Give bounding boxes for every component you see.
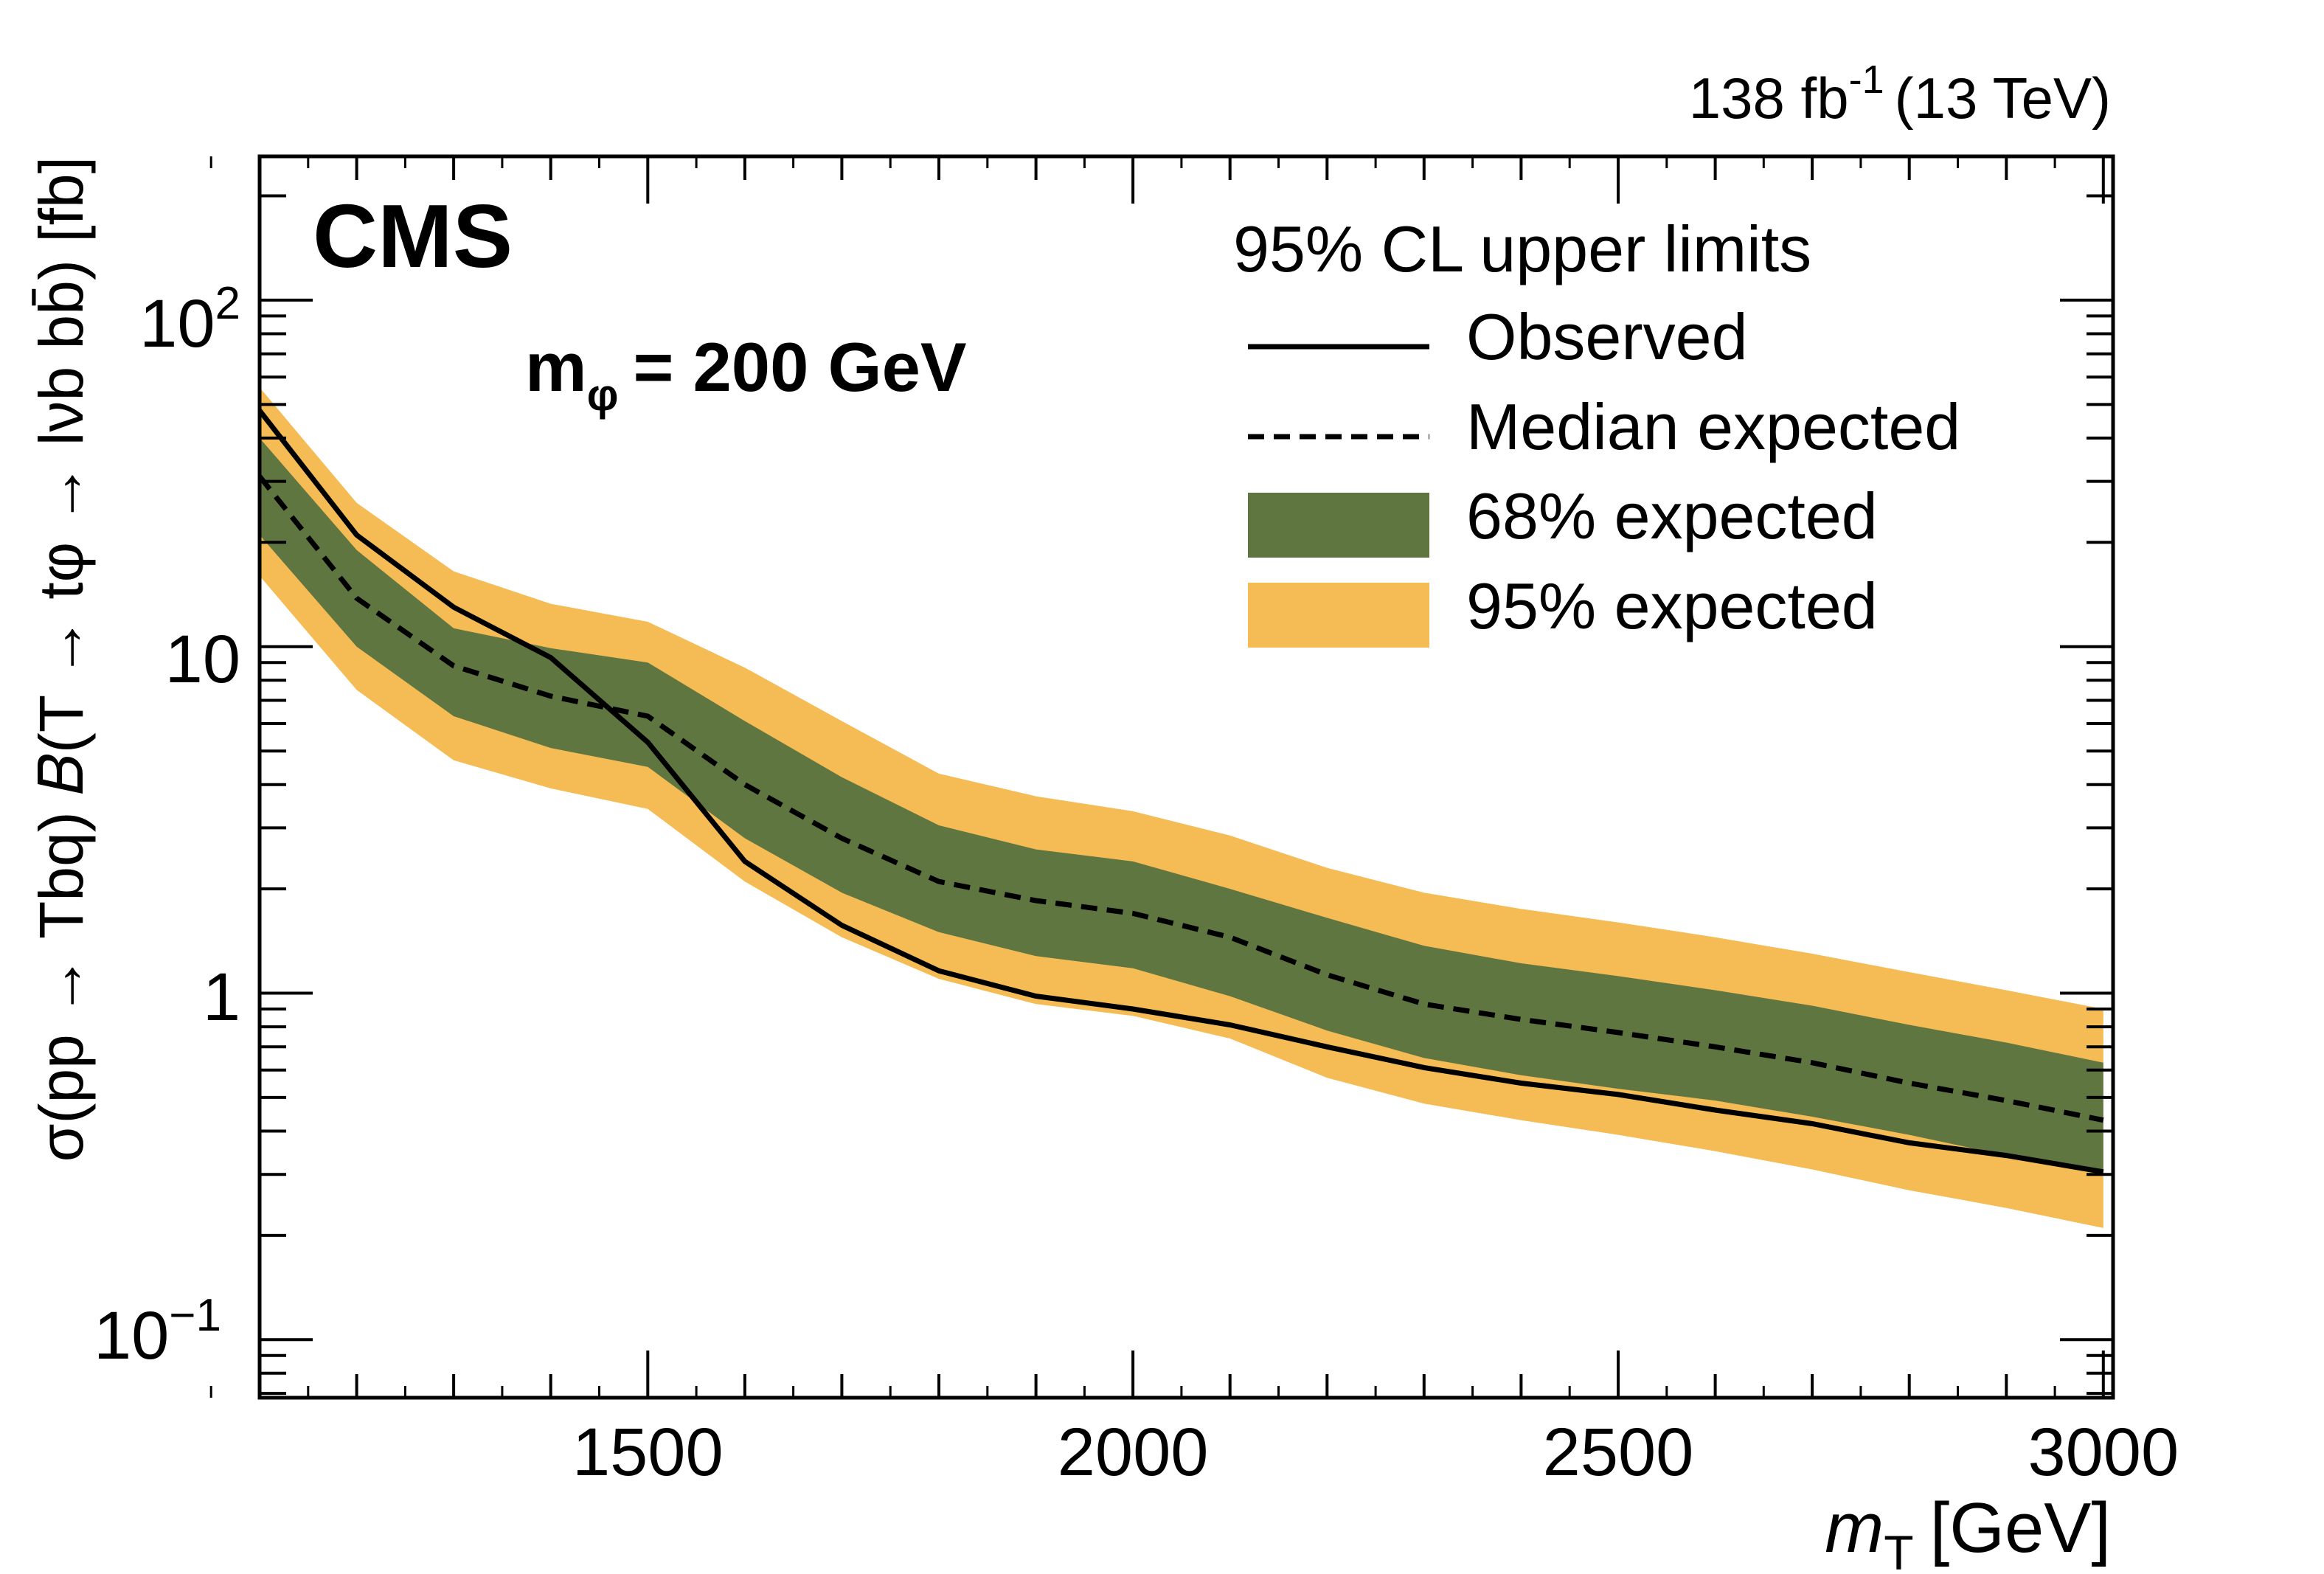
y-tick-label-100: 102	[139, 278, 240, 361]
legend-band95-swatch	[1248, 583, 1429, 648]
observed-line	[260, 409, 2104, 1175]
mass-point-label: mφ = 200 GeV	[525, 328, 967, 420]
lumi-label: 138 fb-1 (13 TeV)	[1689, 58, 2111, 131]
median-expected-line	[260, 474, 2104, 1123]
axis-ticks	[209, 156, 2113, 1398]
band-68-expected	[260, 437, 2103, 1175]
legend-band95-label: 95% expected	[1466, 569, 1878, 642]
x-tick-label-2500: 2500	[1543, 1415, 1694, 1490]
legend-band68-label: 68% expected	[1466, 479, 1878, 552]
legend: 95% CL upper limits Observed Median expe…	[1233, 212, 1960, 648]
x-axis-title: mT [GeV]	[1825, 1488, 2111, 1574]
plot-frame	[257, 154, 2115, 1400]
legend-median-label: Median expected	[1466, 390, 1960, 463]
legend-title: 95% CL upper limits	[1233, 212, 1811, 285]
y-axis-title: σ(pp → Tbq) 𝐵(T → tφ → lνb bb̄) [fb]	[27, 156, 96, 1162]
y-tick-label-10: 10	[165, 622, 240, 697]
cms-logo-text: CMS	[313, 186, 513, 286]
legend-observed-label: Observed	[1466, 300, 1748, 373]
x-tick-label-1500: 1500	[572, 1415, 724, 1490]
x-tick-label-2000: 2000	[1058, 1415, 1209, 1490]
plot-area	[260, 387, 2104, 1228]
y-tick-labels: 10−1 1 10 102	[94, 278, 240, 1373]
x-tick-labels: 1500 2000 2500 3000	[572, 1415, 2179, 1490]
y-tick-label-1: 1	[203, 960, 240, 1035]
x-tick-label-3000: 3000	[2028, 1415, 2179, 1490]
legend-band68-swatch	[1248, 493, 1429, 558]
y-tick-label-0.1: 10−1	[94, 1290, 221, 1373]
